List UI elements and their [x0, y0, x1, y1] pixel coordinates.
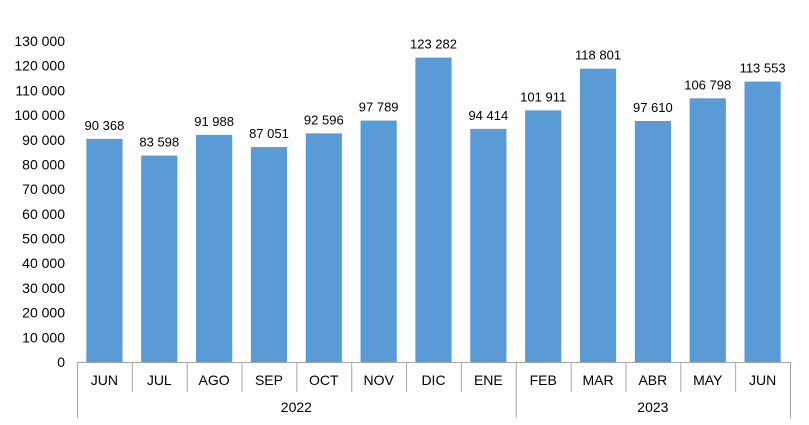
bar — [634, 120, 671, 362]
bar — [579, 68, 617, 363]
data-label: 101 911 — [520, 89, 566, 104]
x-tick-label: JUL — [147, 372, 172, 388]
y-tick-label: 70 000 — [22, 181, 65, 197]
x-group-label: 2023 — [637, 399, 668, 415]
x-tick-label: MAY — [693, 372, 723, 388]
data-label: 83 598 — [139, 135, 179, 150]
data-label: 94 414 — [468, 108, 508, 123]
data-label: 92 596 — [304, 112, 344, 127]
y-tick-label: 100 000 — [14, 107, 65, 123]
bar — [689, 98, 726, 362]
y-tick-label: 110 000 — [15, 82, 65, 98]
x-tick-label: ABR — [638, 372, 667, 388]
data-label: 90 368 — [85, 118, 125, 133]
y-tick-label: 40 000 — [22, 255, 65, 271]
y-axis-tick-labels: 0 10 000 20 000 30 000 40 000 50 000 60 000 70 … — [14, 33, 65, 370]
x-tick-label: OCT — [309, 372, 339, 388]
data-label: 87 051 — [249, 126, 289, 141]
y-tick-label: 10 000 — [22, 329, 65, 345]
bar — [360, 120, 397, 362]
bars — [86, 57, 781, 363]
data-label: 106 798 — [684, 77, 731, 92]
bar — [250, 147, 288, 362]
x-tick-label: FEB — [530, 372, 557, 388]
y-tick-label: 60 000 — [22, 206, 65, 222]
x-group-label: 2022 — [281, 399, 312, 415]
data-label: 118 801 — [575, 48, 621, 63]
x-tick-label: ENE — [474, 372, 503, 388]
bar — [196, 134, 233, 362]
bar — [141, 155, 178, 362]
x-tick-label: AGO — [199, 372, 230, 388]
x-tick-label: JUN — [91, 372, 118, 388]
bar — [525, 110, 562, 362]
bar — [305, 133, 342, 362]
bar — [415, 57, 452, 363]
y-tick-label: 50 000 — [22, 231, 65, 247]
x-tick-label: JUN — [749, 372, 776, 388]
y-tick-label: 30 000 — [22, 280, 65, 296]
data-label: 91 988 — [194, 114, 234, 129]
data-label: 123 282 — [410, 37, 457, 52]
x-tick-label: NOV — [363, 372, 394, 388]
y-tick-label: 20 000 — [22, 305, 65, 321]
y-tick-label: 80 000 — [22, 156, 65, 172]
data-label: 97 789 — [359, 100, 399, 115]
data-labels: 90 368 83 598 91 988 87 051 92 596 97 789 123 … — [85, 37, 786, 150]
bar — [86, 138, 123, 362]
x-tick-label: SEP — [255, 372, 283, 388]
x-axis: JUN JUL AGO SEP OCT NOV DIC ENE FEB MAR ABR MAY JUN 2… — [77, 362, 791, 418]
x-tick-label: MAR — [582, 372, 613, 388]
y-tick-label: 120 000 — [14, 58, 65, 74]
x-tick-label: DIC — [421, 372, 445, 388]
data-label: 97 610 — [633, 100, 673, 115]
y-tick-label: 90 000 — [22, 132, 65, 148]
y-tick-label: 130 000 — [14, 33, 65, 49]
bar — [470, 128, 507, 362]
data-label: 113 553 — [740, 61, 786, 76]
bar — [744, 81, 781, 363]
y-tick-label: 0 — [57, 354, 65, 370]
